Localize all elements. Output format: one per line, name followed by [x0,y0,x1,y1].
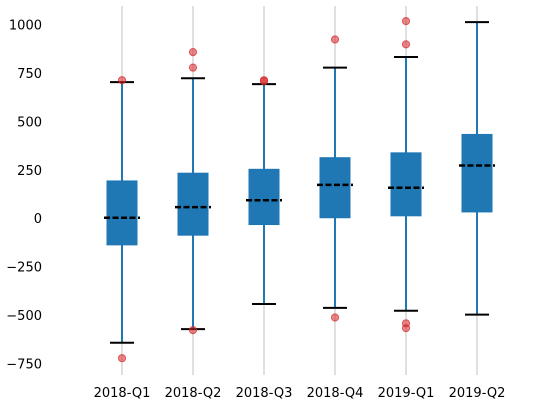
y-axis-ticks: −750 −500 −250 0 250 500 750 1000 [6,19,42,373]
outlier-point [117,354,127,363]
grid-layer [121,6,478,375]
box-2018-q4 [317,35,353,322]
outlier-point [259,77,269,86]
outlier-point [401,17,411,26]
y-tick-label: −750 [6,358,42,373]
box-body [319,157,351,219]
y-tick-label: 1000 [9,19,42,34]
y-tick-label: 250 [17,164,42,179]
box-body [461,133,493,213]
y-tick-label: −250 [6,261,42,276]
x-tick-label: 2018-Q1 [94,386,151,401]
box-body [248,168,280,226]
x-axis-ticks: 2018-Q1 2018-Q2 2018-Q3 2018-Q4 2019-Q1 2019-… [94,386,506,401]
box-2018-q3 [246,76,282,305]
box-2018-q2 [175,48,211,335]
box-2019-q1 [388,17,424,333]
y-tick-label: −500 [6,309,42,324]
x-tick-label: 2019-Q1 [378,386,435,401]
box-body [106,180,138,246]
y-tick-label: 500 [17,115,42,130]
outlier-point [188,326,198,335]
outlier-point [117,76,127,85]
box-2019-q2 [459,21,495,316]
outlier-point [330,313,340,322]
y-tick-label: 0 [34,212,42,227]
x-tick-label: 2018-Q2 [165,386,222,401]
x-tick-label: 2019-Q2 [449,386,506,401]
box-2018-q1 [104,76,140,363]
x-tick-label: 2018-Q4 [307,386,364,401]
outlier-point [401,40,411,49]
box-body [390,152,422,217]
x-tick-label: 2018-Q3 [236,386,293,401]
outlier-point [401,324,411,333]
outlier-point [330,35,340,44]
y-tick-label: 750 [17,67,42,82]
outlier-point [188,63,198,72]
box-layer [104,17,495,363]
box-body [177,172,209,236]
outlier-point [188,48,198,57]
